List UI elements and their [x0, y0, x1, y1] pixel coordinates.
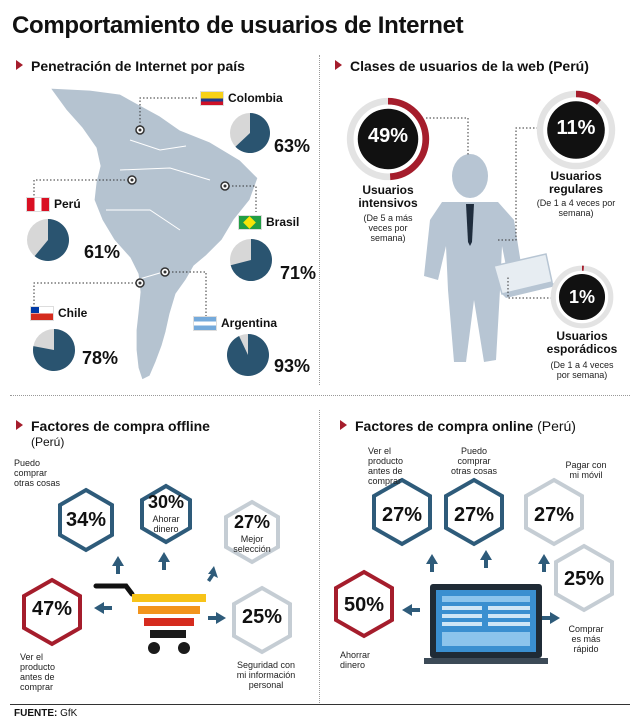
donut-arc	[346, 97, 430, 181]
pie-slice	[33, 329, 75, 371]
online-pct-4: 25%	[563, 568, 605, 590]
country-brasil: Brasil	[238, 215, 299, 231]
pie-slice	[34, 219, 69, 261]
users-regulares-sub: (De 1 a 4 veces por semana)	[536, 198, 616, 218]
online-graphics	[334, 477, 614, 664]
online-pct-5: 50%	[343, 594, 385, 616]
pct-argentina: 93%	[274, 356, 311, 376]
section-online: Factores de compra online (Perú)	[340, 418, 576, 434]
section-classes: Clases de usuarios de la web (Perú)	[335, 58, 589, 74]
donut-center	[558, 273, 606, 321]
online-label-2: Puedo comprar otras cosas	[450, 446, 498, 476]
online-hex-4	[554, 543, 614, 613]
offline-graphics	[22, 483, 292, 655]
section-offline-sub: (Perú)	[31, 435, 65, 449]
donut-regulares	[536, 90, 616, 170]
divider-bottom	[319, 410, 320, 705]
users-connectors	[426, 117, 552, 299]
donut-center	[357, 108, 419, 170]
pie-slice	[230, 239, 272, 281]
pie-brasil	[230, 239, 272, 281]
pct-colombia: 63%	[274, 136, 311, 156]
users-intensivos-pct: 49%	[367, 125, 409, 147]
users-intensivos-label: Usuarios intensivos	[358, 183, 418, 210]
online-label-3: Pagar con mi móvil	[565, 460, 607, 480]
map-connectors	[33, 97, 257, 316]
users-esporadicos-sub: (De 1 a 4 veces por semana)	[550, 360, 614, 380]
offline-pct-1: 34%	[65, 509, 107, 531]
offline-hex-1	[58, 487, 114, 553]
online-label-5: Ahorrar dinero	[340, 650, 371, 670]
country-chile: Chile	[30, 306, 87, 322]
country-argentina: Argentina	[193, 316, 277, 332]
pie-argentina	[227, 334, 269, 376]
offline-pct-2: 30%	[147, 492, 185, 512]
offline-label-4: Ver el producto antes de comprar	[20, 652, 56, 692]
section-offline: Factores de compra offline	[16, 418, 210, 434]
offline-label-2: Ahorar dinero	[152, 514, 180, 534]
brasil-flag-icon	[238, 215, 262, 231]
offline-pct-4: 47%	[31, 598, 73, 620]
offline-label-3: Mejor selección	[233, 534, 271, 554]
pie-slice	[227, 334, 269, 376]
person-silhouette-icon	[424, 154, 556, 362]
pct-brasil: 71%	[280, 263, 317, 283]
colombia-flag-icon	[200, 91, 224, 107]
divider-horizontal	[10, 395, 630, 396]
pie-colombia	[230, 113, 270, 153]
divider-top	[319, 55, 320, 385]
offline-label-1: Puedo comprar otras cosas	[14, 458, 61, 488]
online-hex-5	[334, 569, 394, 639]
footer-source: FUENTE: GfK	[14, 708, 78, 719]
offline-pct-5: 25%	[241, 606, 283, 628]
online-pct-1: 27%	[381, 504, 423, 526]
offline-pct-3: 27%	[233, 512, 271, 532]
users-esporadicos-label: Usuarios esporádicos	[546, 329, 618, 356]
page-title: Comportamiento de usuarios de Internet	[12, 12, 464, 39]
donut-intensivos	[346, 97, 430, 181]
offline-hex-2	[140, 483, 192, 545]
argentina-flag-icon	[193, 316, 217, 332]
pct-peru: 61%	[84, 242, 121, 262]
pie-peru	[27, 219, 69, 261]
pct-chile: 78%	[82, 348, 119, 368]
users-esporadicos-pct: 1%	[568, 287, 595, 307]
users-regulares-pct: 11%	[556, 117, 596, 139]
users-regulares-label: Usuarios regulares	[548, 169, 604, 196]
country-colombia: Colombia	[200, 91, 283, 107]
offline-hex-3	[224, 499, 280, 565]
online-pct-3: 27%	[533, 504, 575, 526]
peru-flag-icon	[26, 197, 50, 213]
country-peru: Perú	[26, 197, 81, 213]
donut-esporadicos	[550, 265, 614, 329]
online-pct-2: 27%	[453, 504, 495, 526]
footer-rule	[10, 704, 630, 705]
section-penetration: Penetración de Internet por país	[16, 58, 245, 74]
donut-arc	[536, 90, 616, 170]
offline-hex-4	[22, 577, 82, 647]
online-label-1: Ver el producto antes de comprar	[368, 446, 404, 486]
offline-label-5: Seguridad con mi información personal	[236, 660, 296, 690]
donut-arc	[550, 265, 614, 329]
online-hex-1	[372, 477, 432, 547]
chile-flag-icon	[30, 306, 54, 322]
online-hex-2	[444, 477, 504, 547]
pie-slice	[235, 113, 270, 153]
online-label-4: Comprar es más rápido	[568, 624, 604, 654]
pie-chile	[33, 329, 75, 371]
donut-center	[547, 101, 605, 159]
south-america-map	[48, 87, 259, 381]
offline-hex-5	[232, 585, 292, 655]
users-intensivos-sub: (De 5 a más veces por semana)	[363, 213, 413, 243]
online-hex-3	[524, 477, 584, 547]
